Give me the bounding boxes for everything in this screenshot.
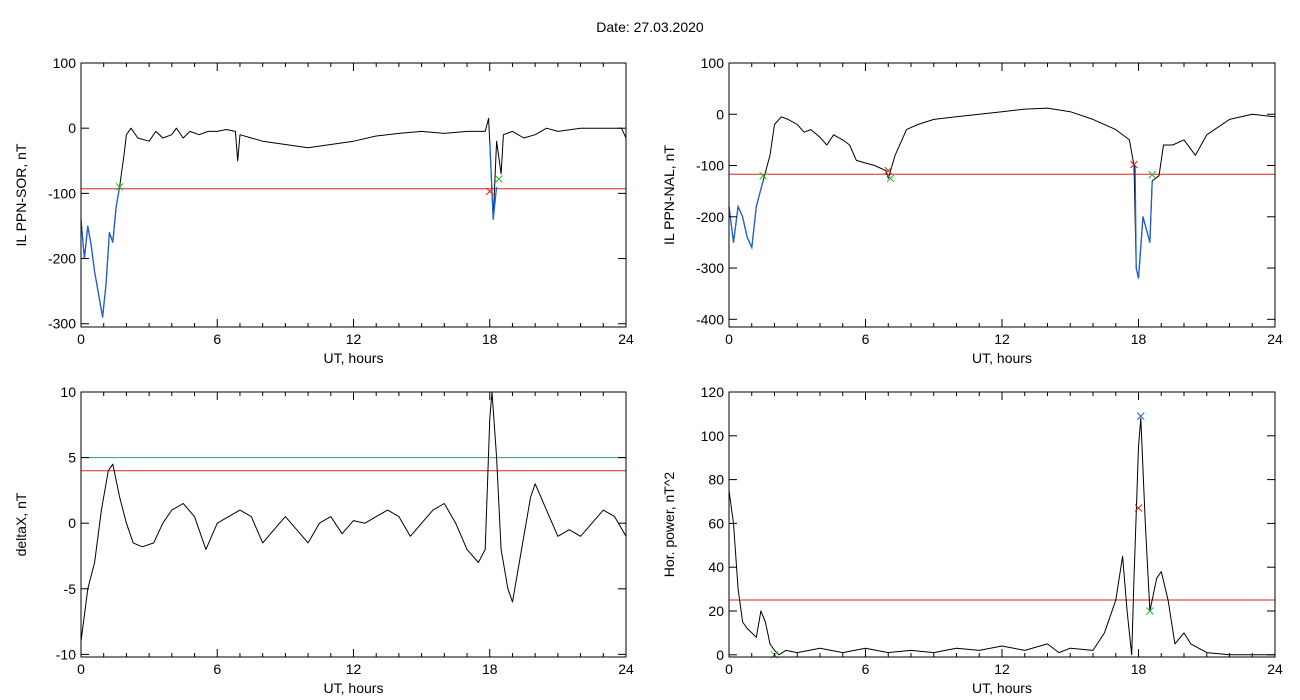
y-tick-label: 100 bbox=[701, 428, 725, 444]
marker-green-4 bbox=[1146, 607, 1154, 615]
marker-red-2 bbox=[1134, 504, 1143, 512]
plot-panel-3: 0 6 12 18 24 10 5 0 -5 -10 UT, hours deltaX, nT bbox=[13, 384, 634, 696]
y-tick-label: -5 bbox=[64, 581, 77, 597]
x-tick-label: 0 bbox=[77, 661, 85, 677]
x-axis-label: UT, hours bbox=[972, 680, 1032, 696]
x-tick-label: 18 bbox=[482, 661, 498, 677]
y-tick-label: -200 bbox=[48, 251, 76, 267]
y-axis-label: IL PPN-NAL, nT bbox=[661, 145, 677, 245]
y-tick-label: 0 bbox=[716, 106, 724, 122]
y-tick-label: -200 bbox=[696, 209, 724, 225]
x-tick-label: 0 bbox=[725, 331, 733, 347]
marker-red-4 bbox=[1130, 160, 1138, 169]
y-axis-label: Hor. power, nT^2 bbox=[661, 472, 677, 578]
x-tick-label: 24 bbox=[1267, 331, 1283, 347]
y-tick-label: 5 bbox=[68, 450, 76, 466]
plot-panel-2: 0 6 12 18 24 100 0 -100 -200 -300 -400 UT, hours IL … bbox=[661, 55, 1283, 366]
y-tick-label: 80 bbox=[708, 472, 724, 488]
marker-green-5 bbox=[1148, 170, 1157, 179]
marker-stroke bbox=[759, 171, 767, 180]
marker-stroke bbox=[115, 182, 124, 191]
y-tick-label: 60 bbox=[708, 515, 724, 531]
marker-green-1 bbox=[759, 171, 767, 180]
x-tick-label: 0 bbox=[725, 661, 733, 677]
plot-panel-1: 0 6 12 18 24 100 0 -100 -200 -300 UT, hours IL PPN-… bbox=[13, 55, 634, 366]
marker-stroke bbox=[1130, 160, 1138, 169]
y-tick-label: 10 bbox=[60, 384, 76, 400]
marker-red-2 bbox=[884, 166, 893, 175]
x-tick-label: 6 bbox=[862, 661, 870, 677]
plot-frame bbox=[728, 62, 1276, 328]
x-tick-label: 12 bbox=[346, 661, 362, 677]
marker-green-1 bbox=[115, 182, 124, 191]
x-tick-label: 12 bbox=[346, 331, 362, 347]
marker-stroke bbox=[884, 166, 893, 175]
x-tick-label: 6 bbox=[213, 661, 221, 677]
y-tick-label: -300 bbox=[48, 316, 76, 332]
marker-green-3 bbox=[886, 174, 895, 183]
highlight-segment-2 bbox=[489, 141, 498, 220]
y-tick-label: 0 bbox=[68, 120, 76, 136]
marker-stroke bbox=[1134, 504, 1143, 512]
marker-red-2 bbox=[485, 187, 494, 196]
y-tick-label: -10 bbox=[56, 646, 76, 662]
x-tick-label: 24 bbox=[1267, 661, 1283, 677]
y-tick-label: -100 bbox=[48, 185, 76, 201]
x-tick-label: 12 bbox=[994, 661, 1010, 677]
x-tick-label: 18 bbox=[1131, 331, 1147, 347]
marker-stroke bbox=[1136, 412, 1145, 420]
y-tick-label: -400 bbox=[696, 311, 724, 327]
marker-stroke bbox=[485, 187, 494, 196]
y-tick-label: -100 bbox=[696, 158, 724, 174]
x-tick-label: 6 bbox=[213, 331, 221, 347]
x-tick-label: 0 bbox=[77, 331, 85, 347]
marker-stroke bbox=[1146, 607, 1154, 615]
highlight-segment-1 bbox=[728, 180, 764, 250]
plot-frame bbox=[80, 62, 627, 328]
marker-stroke bbox=[1148, 170, 1157, 179]
x-tick-label: 24 bbox=[618, 331, 634, 347]
chart-title: Date: 27.03.2020 bbox=[596, 19, 704, 35]
y-tick-label: 0 bbox=[716, 647, 724, 663]
y-axis-label: deltaX, nT bbox=[13, 492, 29, 556]
marker-blue-3 bbox=[1136, 412, 1145, 420]
series-line-1 bbox=[80, 117, 627, 318]
series-line-1 bbox=[728, 417, 1275, 656]
highlight-segment-2 bbox=[1134, 165, 1153, 279]
plot-frame bbox=[728, 391, 1276, 658]
series-line-1 bbox=[80, 391, 627, 642]
highlight-segment-1 bbox=[80, 186, 121, 318]
plot-panel-4: 0 6 12 18 24 120 100 80 60 40 20 0 UT, hours Hor. pow… bbox=[661, 384, 1283, 696]
y-tick-label: 40 bbox=[708, 559, 724, 575]
marker-stroke bbox=[886, 174, 895, 183]
x-axis-label: UT, hours bbox=[972, 350, 1032, 366]
y-tick-label: 100 bbox=[53, 55, 77, 71]
y-tick-label: 0 bbox=[68, 515, 76, 531]
x-tick-label: 12 bbox=[994, 331, 1010, 347]
x-tick-label: 6 bbox=[862, 331, 870, 347]
x-tick-label: 18 bbox=[482, 331, 498, 347]
x-tick-label: 18 bbox=[1131, 661, 1147, 677]
x-axis-label: UT, hours bbox=[324, 350, 384, 366]
y-tick-label: 100 bbox=[701, 55, 725, 71]
series-line-1 bbox=[728, 107, 1276, 279]
y-tick-label: -300 bbox=[696, 260, 724, 276]
y-tick-label: 20 bbox=[708, 603, 724, 619]
marker-stroke bbox=[494, 175, 503, 183]
x-tick-label: 24 bbox=[618, 661, 634, 677]
y-tick-label: 120 bbox=[701, 384, 725, 400]
y-axis-label: IL PPN-SOR, nT bbox=[13, 143, 29, 246]
marker-green-3 bbox=[494, 175, 503, 183]
x-axis-label: UT, hours bbox=[324, 680, 384, 696]
